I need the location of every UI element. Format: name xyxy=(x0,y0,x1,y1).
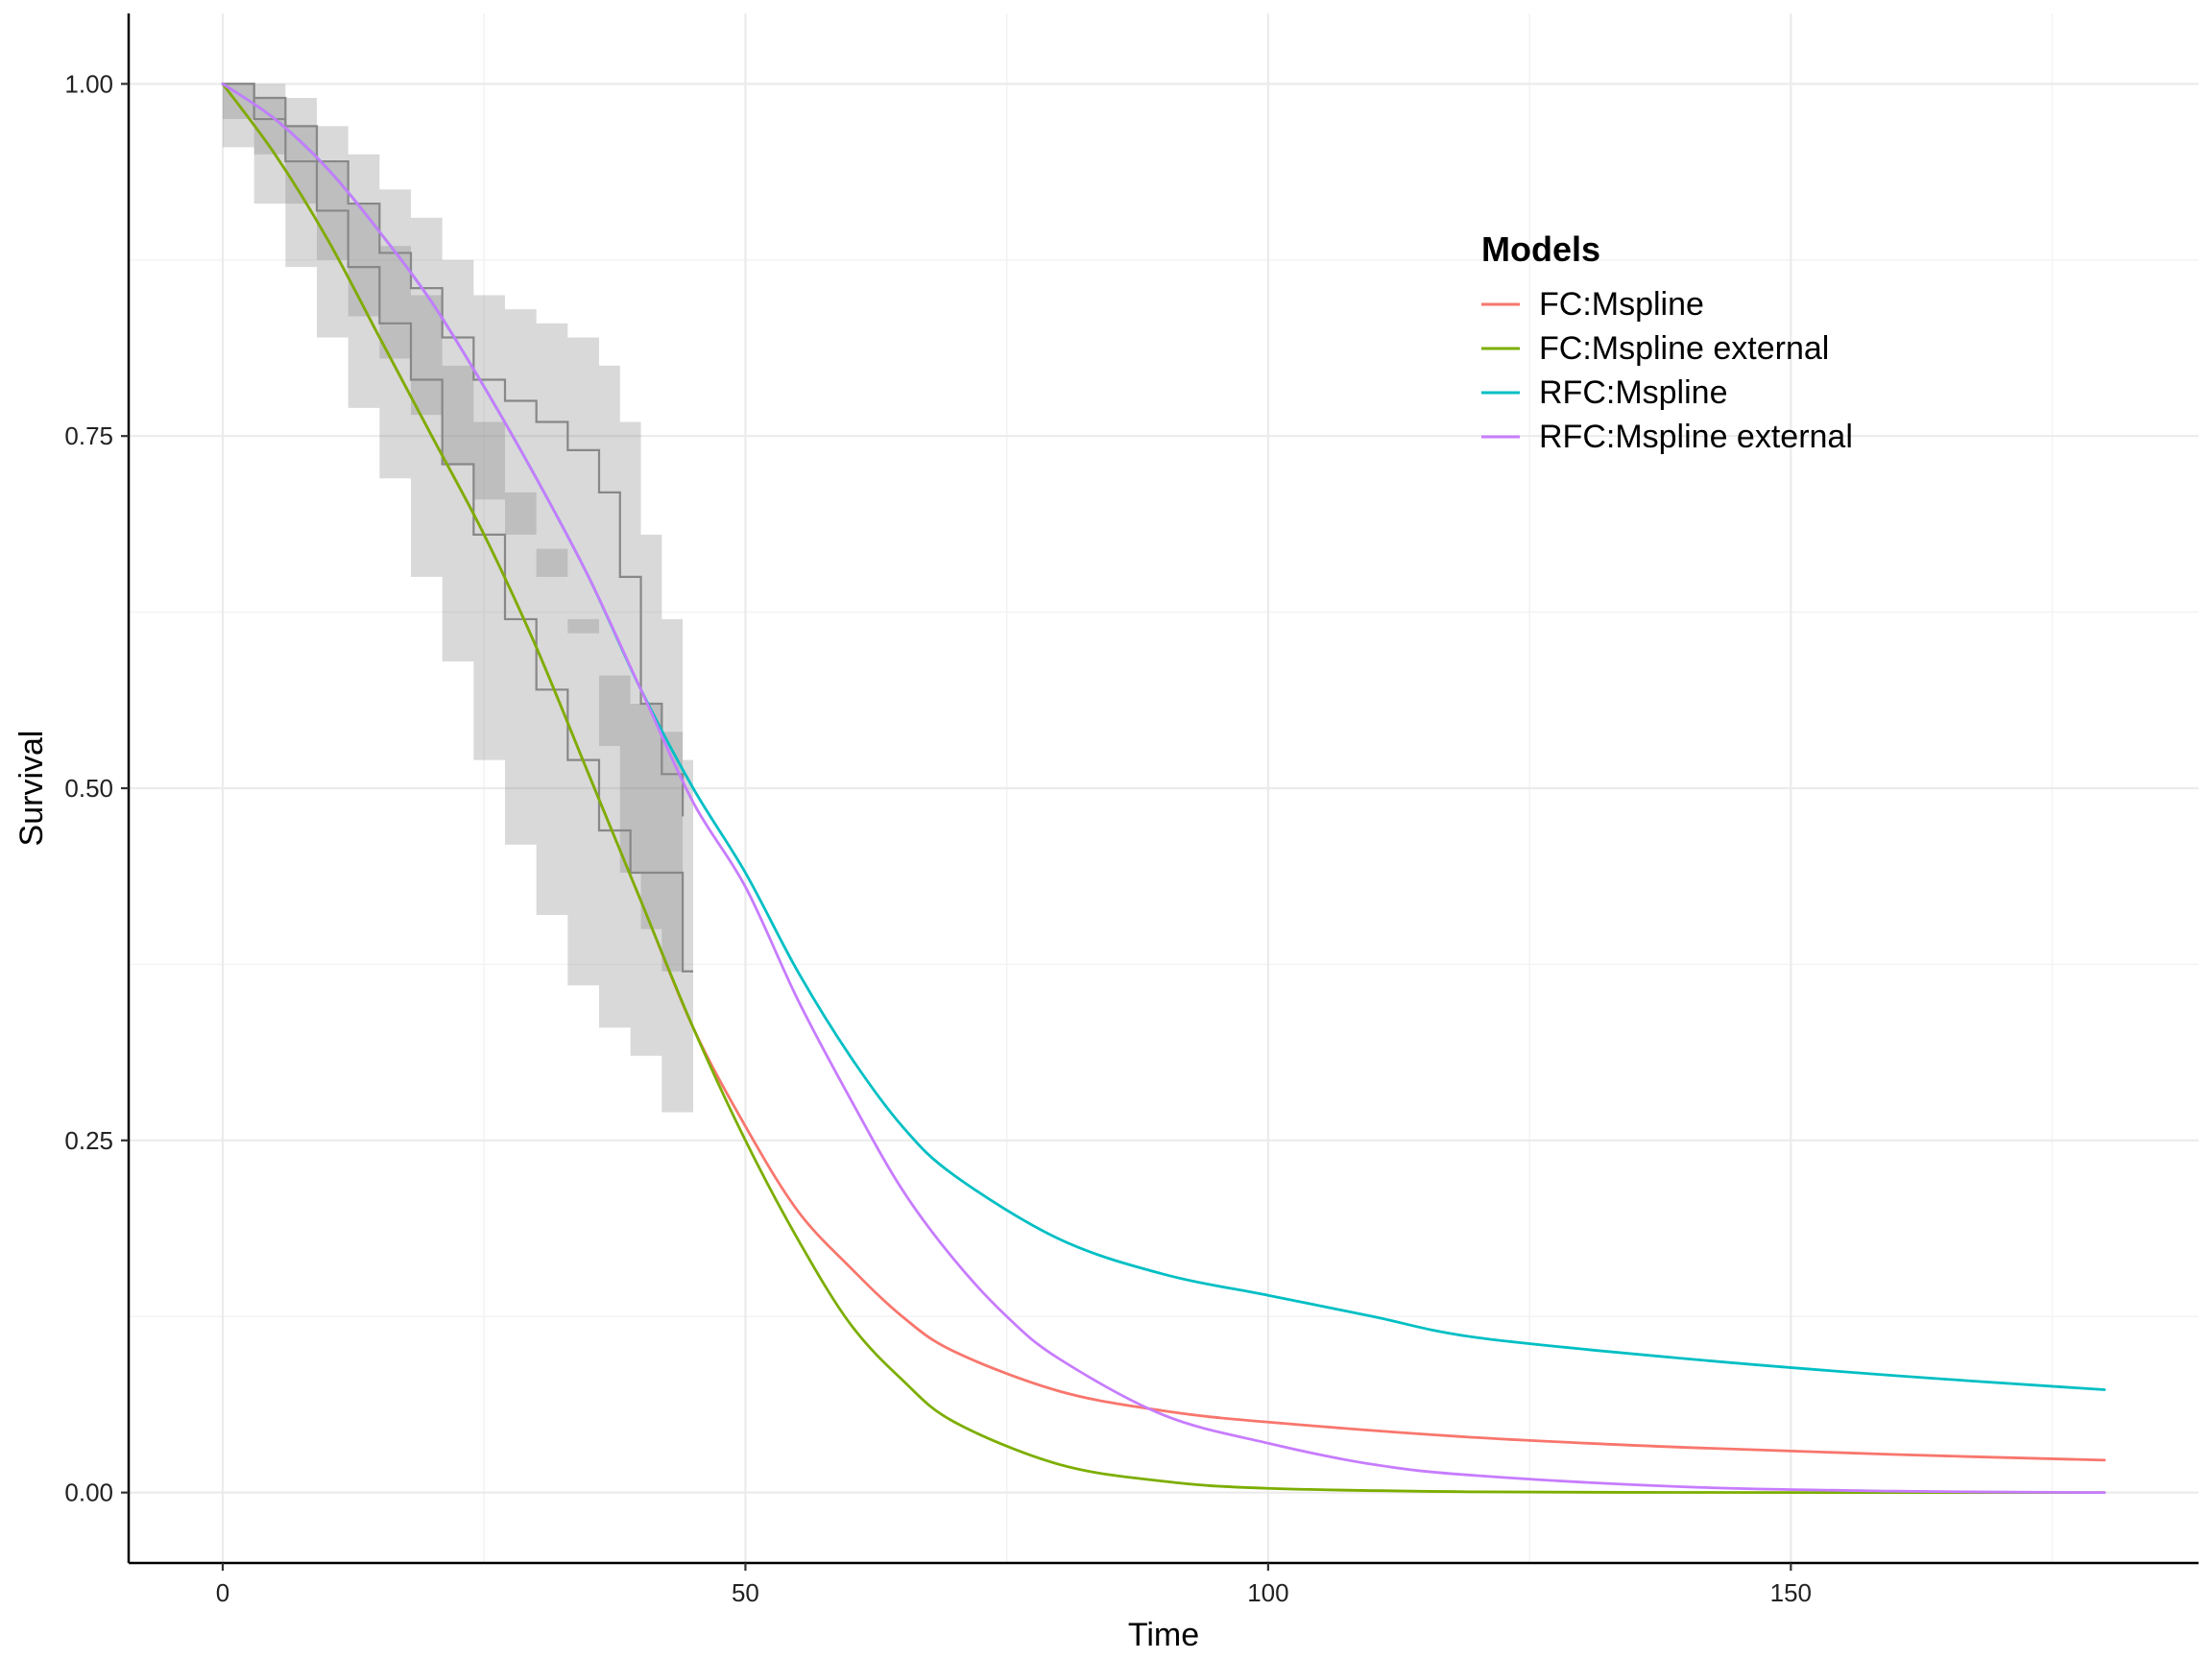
x-axis-ticks: 0 50 100 150 xyxy=(216,1563,1812,1607)
y-tick-label: 0.25 xyxy=(64,1126,113,1155)
model-curves-layer xyxy=(221,82,2106,1495)
x-tick-label: 0 xyxy=(216,1578,229,1607)
x-tick-label: 50 xyxy=(732,1578,759,1607)
x-tick-label: 150 xyxy=(1770,1578,1812,1607)
legend-label: RFC:Mspline external xyxy=(1539,419,1853,455)
y-tick-label: 0.75 xyxy=(64,421,113,450)
y-axis-ticks: 0.00 0.25 0.50 0.75 1.00 xyxy=(64,69,129,1507)
y-tick-label: 1.00 xyxy=(64,69,113,98)
legend-label: FC:Mspline external xyxy=(1539,330,1829,367)
legend-item: RFC:Mspline external xyxy=(1481,419,1853,455)
y-axis-title: Survival xyxy=(13,731,50,847)
legend-title: Models xyxy=(1481,229,1600,269)
major-gridlines xyxy=(129,13,2199,1563)
x-axis-title: Time xyxy=(1128,1617,1199,1653)
legend-items: FC:Mspline FC:Mspline external RFC:Mspline… xyxy=(1481,286,1853,455)
legend-label: FC:Mspline xyxy=(1539,286,1704,323)
legend-item: FC:Mspline xyxy=(1481,286,1704,323)
legend-label: RFC:Mspline xyxy=(1539,374,1727,411)
legend-item: FC:Mspline external xyxy=(1481,330,1829,367)
legend: Models FC:Mspline FC:Mspline external RFC:… xyxy=(1481,229,1853,455)
x-tick-label: 100 xyxy=(1247,1578,1288,1607)
km-group-2-step-line xyxy=(223,83,685,817)
series-line-fc-mspline-external xyxy=(221,82,2106,1495)
kaplan-meier-layer xyxy=(223,83,693,1113)
legend-item: RFC:Mspline xyxy=(1481,374,1727,411)
y-tick-label: 0.50 xyxy=(64,774,113,803)
series-line-rfc-mspline-external xyxy=(221,82,2106,1495)
km-group-1-confidence-band xyxy=(223,84,693,1113)
km-group-2-confidence-band xyxy=(223,84,684,972)
y-tick-label: 0.00 xyxy=(64,1479,113,1507)
